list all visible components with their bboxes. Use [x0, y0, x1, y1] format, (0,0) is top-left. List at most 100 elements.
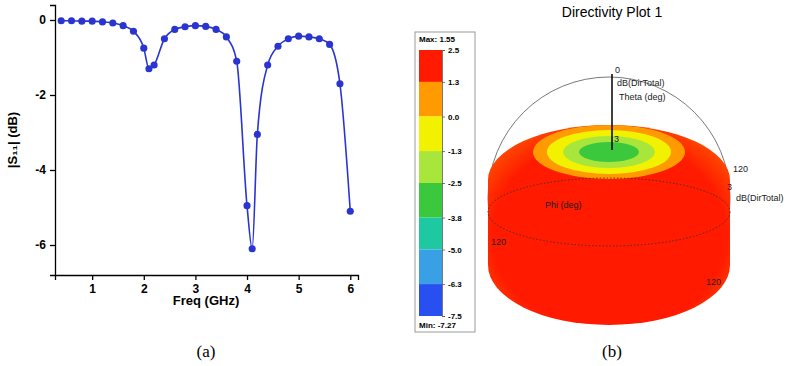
line-chart: 1234560-2-4-6Freq (GHz)|S₁₁| (dB)(a) — [5, 6, 359, 362]
data-point — [68, 17, 75, 24]
color-band — [419, 218, 442, 250]
chart-root: 1234560-2-4-6Freq (GHz)|S₁₁| (dB)(a)Dire… — [0, 0, 800, 366]
tick-label: 6 — [347, 282, 354, 296]
color-axis-tick: -5.0 — [442, 246, 462, 255]
tick-mark — [442, 50, 445, 51]
color-axis: 2.5 1.3 0.0 -1.3 -2.5 -3.8 -5.0 -6.3 -7.5 — [442, 46, 462, 321]
tick-mark — [50, 20, 55, 21]
tick-label: -6.3 — [448, 280, 462, 289]
axis-annotation: dB(DirTotal) — [617, 78, 665, 88]
data-point — [212, 26, 219, 33]
y-axis-tick: -2 — [35, 88, 55, 102]
color-bar: Max: 1.55Min: -7.272.51.30.0-1.3-2.5-3.8… — [415, 32, 475, 332]
x-axis-title: Freq (GHz) — [173, 293, 239, 308]
tick-mark — [247, 275, 248, 280]
data-point — [285, 35, 292, 42]
axis-annotation: Theta (deg) — [619, 92, 666, 102]
figure: 1234560-2-4-6Freq (GHz)|S₁₁| (dB)(a)Dire… — [0, 0, 800, 366]
tick-label: 1.3 — [448, 78, 460, 87]
y-axis-tick: 0 — [39, 13, 55, 27]
data-point — [264, 61, 271, 68]
tick-label: 1 — [89, 282, 96, 296]
tick-mark — [442, 151, 445, 152]
data-point — [182, 23, 189, 30]
tick-label: 0 — [39, 13, 46, 27]
tick-label: -3.8 — [448, 214, 462, 223]
tick-label: 0.0 — [448, 113, 460, 122]
data-point — [274, 43, 281, 50]
x-axis-tick: 6 — [347, 275, 354, 296]
data-point — [120, 22, 127, 29]
caption: (b) — [602, 342, 622, 361]
x-axis-tick: 4 — [244, 275, 251, 296]
x-axis-tick: 1 — [89, 275, 96, 296]
data-point — [223, 33, 230, 40]
y-axis: 0 -2 -4 -6 — [35, 6, 55, 276]
x-axis-line — [56, 276, 359, 281]
data-point — [202, 23, 209, 30]
y-axis-tick: -4 — [35, 163, 55, 177]
chart-title: Directivity Plot 1 — [562, 4, 663, 20]
tick-label: -2.5 — [448, 179, 462, 188]
x-axis-tick: 2 — [141, 275, 148, 296]
color-band — [419, 151, 442, 183]
data-point — [254, 131, 261, 138]
axis-annotation: 3 — [614, 134, 619, 144]
tick-label: 2.5 — [448, 46, 460, 55]
tick-mark — [442, 316, 445, 317]
tick-label: -7.5 — [448, 312, 462, 321]
axis-annotation: 0 — [615, 65, 620, 75]
color-band — [419, 250, 442, 285]
tick-label: -5.0 — [448, 246, 462, 255]
data-point — [78, 18, 85, 25]
equator — [488, 178, 730, 246]
caption: (a) — [197, 342, 216, 361]
axis-annotation: 120 — [491, 237, 506, 247]
data-point — [192, 22, 199, 29]
tick-mark — [350, 275, 351, 280]
data-point — [336, 80, 343, 87]
color-bar-frame — [415, 32, 475, 332]
tick-mark — [50, 95, 55, 96]
data-point — [89, 18, 96, 25]
tick-mark — [50, 170, 55, 171]
data-point — [109, 19, 116, 26]
tick-mark — [50, 245, 55, 246]
color-band — [419, 82, 442, 117]
torus-hole-level — [563, 136, 655, 168]
color-band — [419, 183, 442, 218]
tick-label: 4 — [244, 282, 251, 296]
data-point — [305, 33, 312, 40]
color-band — [419, 50, 442, 82]
torus-body — [488, 125, 730, 325]
data-point — [99, 18, 106, 25]
torus-hole-level — [533, 125, 685, 179]
color-axis-tick: -2.5 — [442, 179, 462, 188]
data-point — [243, 202, 250, 209]
data-point — [171, 26, 178, 33]
tick-mark — [442, 117, 445, 118]
torus-hole-level — [547, 130, 671, 174]
tick-mark — [442, 250, 445, 251]
pattern-chart: Directivity Plot 1Max: 1.55Min: -7.272.5… — [415, 4, 784, 361]
y-axis-tick: -6 — [35, 238, 55, 252]
axis-annotation: dB(DirTotal) — [736, 193, 784, 203]
color-axis-tick: -7.5 — [442, 312, 462, 321]
y-axis-title: |S₁₁| (dB) — [5, 112, 20, 168]
data-point — [161, 35, 168, 42]
data-point — [233, 58, 240, 65]
tick-mark — [442, 183, 445, 184]
plot-area — [58, 17, 354, 252]
tick-mark — [442, 218, 445, 219]
data-point — [295, 33, 302, 40]
pattern-3d: 0dB(DirTotal)Theta (deg)31203dB(DirTotal… — [488, 65, 784, 325]
tick-label: 2 — [141, 282, 148, 296]
color-axis-tick: -3.8 — [442, 214, 462, 223]
color-axis-tick: -6.3 — [442, 280, 462, 289]
color-bar-max: Max: 1.55 — [419, 35, 456, 44]
tick-mark — [195, 275, 196, 280]
tick-label: -1.3 — [448, 147, 462, 156]
color-band — [419, 284, 442, 316]
data-point — [316, 35, 323, 42]
axis-annotation: Phi (deg) — [545, 200, 582, 210]
